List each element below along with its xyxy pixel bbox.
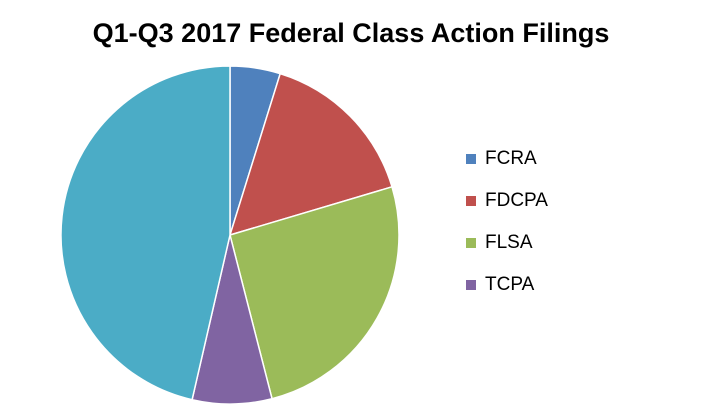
legend-item-tcpa: TCPA <box>466 264 548 306</box>
legend-item-fdcpa: FDCPA <box>466 180 548 222</box>
legend-item-flsa: FLSA <box>466 222 548 264</box>
legend-label-flsa: FLSA <box>485 232 533 253</box>
pie-slice-fdcpa <box>228 72 393 237</box>
legend-label-tcpa: TCPA <box>485 274 535 295</box>
chart-title: Q1-Q3 2017 Federal Class Action Filings <box>92 18 610 48</box>
legend-swatch-tcpa <box>466 280 476 290</box>
legend-item-fcra: FCRA <box>466 138 548 180</box>
legend-swatch-fdcpa <box>466 196 476 206</box>
legend-swatch-flsa <box>466 238 476 248</box>
pie-slice-flsa <box>229 185 400 400</box>
chart-legend: FCRA FDCPA FLSA TCPA <box>466 138 548 306</box>
pie-slice-unlabeled <box>60 65 231 401</box>
legend-label-fcra: FCRA <box>485 148 537 169</box>
legend-swatch-fcra <box>466 154 476 164</box>
legend-label-fdcpa: FDCPA <box>485 190 548 211</box>
